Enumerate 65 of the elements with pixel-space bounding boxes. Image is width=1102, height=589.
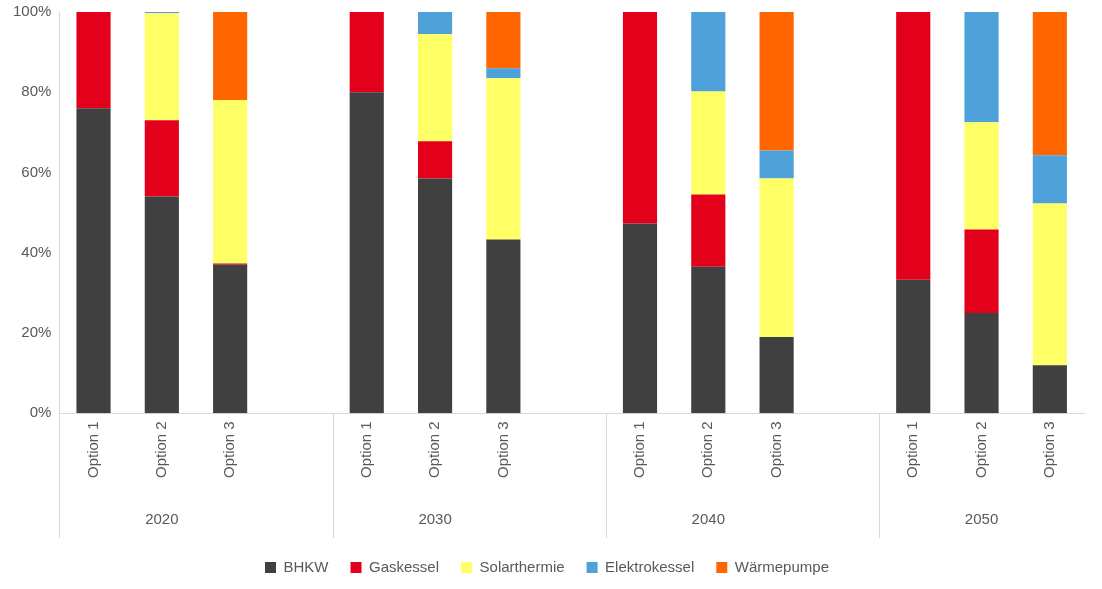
bar [213,100,248,264]
bar [144,120,179,197]
bar [144,13,179,121]
x-tick-label: Option 1 [903,421,921,479]
bar [1032,155,1067,204]
bar [691,194,726,267]
legend-label: Wärmepumpe [734,557,829,575]
bar [622,223,658,414]
y-tick-label: 80% [21,82,52,100]
x-tick-label: Option 1 [83,421,101,479]
bar [417,34,453,142]
x-tick-label: Option 2 [151,421,169,479]
y-tick-label: 60% [21,162,52,180]
bar [964,12,999,123]
text: 2020 [145,510,179,528]
bar [486,239,521,414]
bar [417,178,453,414]
bar [759,337,794,414]
y-tick-label: 20% [21,323,52,341]
bar [1032,203,1067,366]
legend-label: Elektrokessel [605,557,695,575]
bar [896,279,931,414]
bar [349,92,384,414]
x-tick-label: Option 3 [1039,421,1057,479]
bar [349,12,384,93]
x-tick-label: Option 1 [630,421,648,479]
bar [76,12,111,109]
bar [417,141,453,179]
legend-label: Gaskessel [369,557,440,575]
bar [691,266,726,414]
bar [691,91,726,195]
bar [144,196,179,414]
legend-label: Solarthermie [479,557,565,575]
text: 2030 [418,510,452,528]
bar [964,229,999,313]
y-tick-label: 0% [29,403,52,421]
x-tick-label: Option 1 [356,421,374,479]
x-tick-label: Option 3 [766,421,784,479]
text: 2040 [691,510,725,528]
bar [213,264,248,414]
bar [622,12,658,224]
text: 2050 [964,510,999,528]
bar [691,12,726,92]
x-tick-label: Option 3 [220,421,238,479]
bar [417,12,453,35]
y-tick-label: 100% [12,2,52,20]
bar [486,12,521,69]
x-tick-label: Option 2 [971,421,989,479]
bar [759,178,794,338]
bar [896,12,931,280]
bar [1032,365,1067,414]
x-tick-label: Option 3 [493,421,511,479]
bar [964,312,999,414]
bar [76,108,111,414]
bar [213,12,248,101]
bar [759,12,794,151]
x-tick-label: Option 2 [425,421,443,479]
x-tick-label: Option 2 [698,421,716,479]
y-tick-label: 40% [21,242,52,260]
bar [486,78,521,240]
legend-label: BHKW [283,557,330,575]
bar [1032,12,1067,156]
bar [759,150,794,179]
bar [486,68,521,79]
bar [964,122,999,230]
